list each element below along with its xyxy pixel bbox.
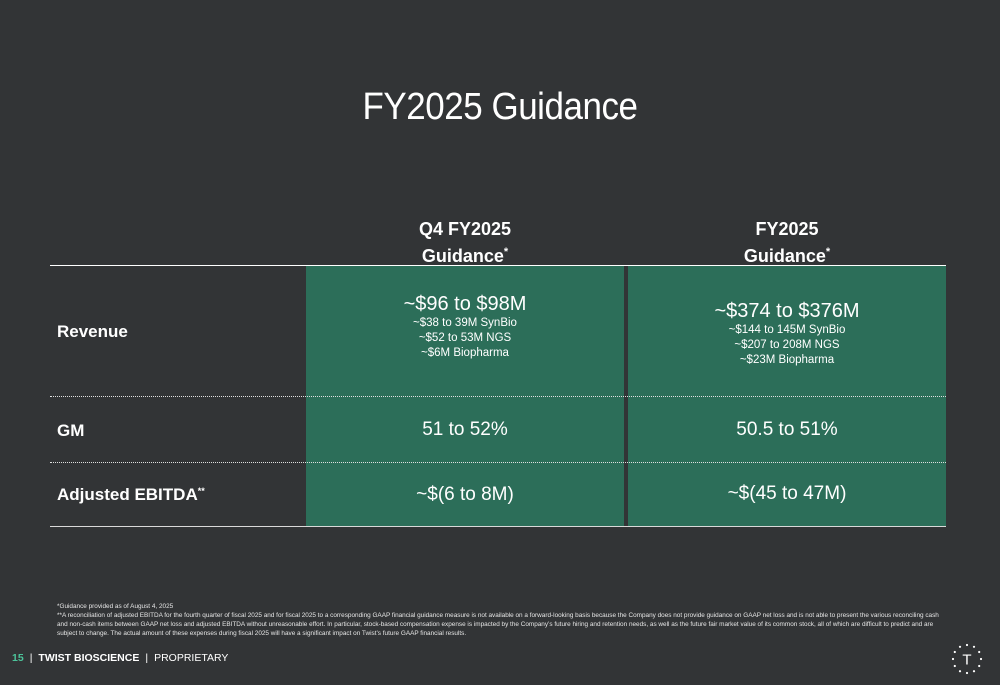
page-number: 15 [12, 652, 24, 664]
footer-company: TWIST BIOSCIENCE [38, 652, 140, 664]
column-header-fy-mark: * [825, 246, 831, 258]
revenue-q4-sub-synbio: ~$38 to 39M SynBio [413, 317, 517, 329]
gm-fy-cell: 50.5 to 51% [736, 419, 838, 440]
revenue-fy-cell: ~$374 to $376M ~$144 to 145M SynBio ~$20… [628, 299, 946, 368]
row-divider-1 [50, 396, 946, 397]
footnote-ebitda-reconciliation: **A reconciliation of adjusted EBITDA fo… [57, 612, 939, 637]
column-header-fy: FY2025 Guidance* [628, 218, 946, 268]
ebitda-fy-cell: ~$(45 to 47M) [727, 483, 847, 504]
row-label-adjusted-ebitda: Adjusted EBITDA** [57, 485, 205, 504]
footer-separator-2: | [145, 652, 149, 664]
row-label-gm: GM [57, 421, 85, 440]
column-header-fy-line2: Guidance* [743, 246, 831, 266]
row-label-revenue: Revenue [57, 322, 128, 341]
table-top-rule [50, 265, 946, 266]
column-header-q4: Q4 FY2025 Guidance* [306, 218, 624, 268]
revenue-fy-main: ~$374 to $376M [714, 300, 860, 322]
slide-footer: 15 | TWIST BIOSCIENCE | PROPRIETARY [12, 652, 228, 664]
revenue-q4-sub-biopharma: ~$6M Biopharma [421, 347, 509, 359]
revenue-fy-sub-biopharma: ~$23M Biopharma [739, 354, 835, 366]
twist-logo-letter: T [962, 652, 971, 669]
gm-q4-cell: 51 to 52% [422, 419, 508, 440]
footer-label: PROPRIETARY [154, 652, 229, 664]
table-bottom-rule [50, 526, 946, 527]
revenue-q4-cell: ~$96 to $98M ~$38 to 39M SynBio ~$52 to … [306, 292, 624, 361]
footnotes: *Guidance provided as of August 4, 2025 … [57, 602, 947, 638]
revenue-fy-sub-synbio: ~$144 to 145M SynBio [728, 324, 846, 336]
footnote-guidance-date: *Guidance provided as of August 4, 2025 [57, 603, 174, 610]
column-header-q4-line1: Q4 FY2025 [418, 219, 512, 239]
row-label-adjusted-ebitda-mark: ** [197, 486, 205, 496]
footer-separator-1: | [29, 652, 33, 664]
revenue-q4-main: ~$96 to $98M [403, 293, 527, 315]
revenue-q4-sub-ngs: ~$52 to 53M NGS [418, 332, 512, 344]
column-header-q4-line2: Guidance* [421, 246, 509, 266]
slide-title: FY2025 Guidance [362, 86, 638, 128]
column-header-fy-line1: FY2025 [755, 219, 819, 239]
twist-logo-icon: T [951, 643, 983, 675]
column-header-q4-mark: * [503, 246, 509, 258]
revenue-fy-sub-ngs: ~$207 to 208M NGS [734, 339, 840, 351]
ebitda-q4-cell: ~$(6 to 8M) [416, 484, 514, 505]
row-divider-2 [50, 462, 946, 463]
